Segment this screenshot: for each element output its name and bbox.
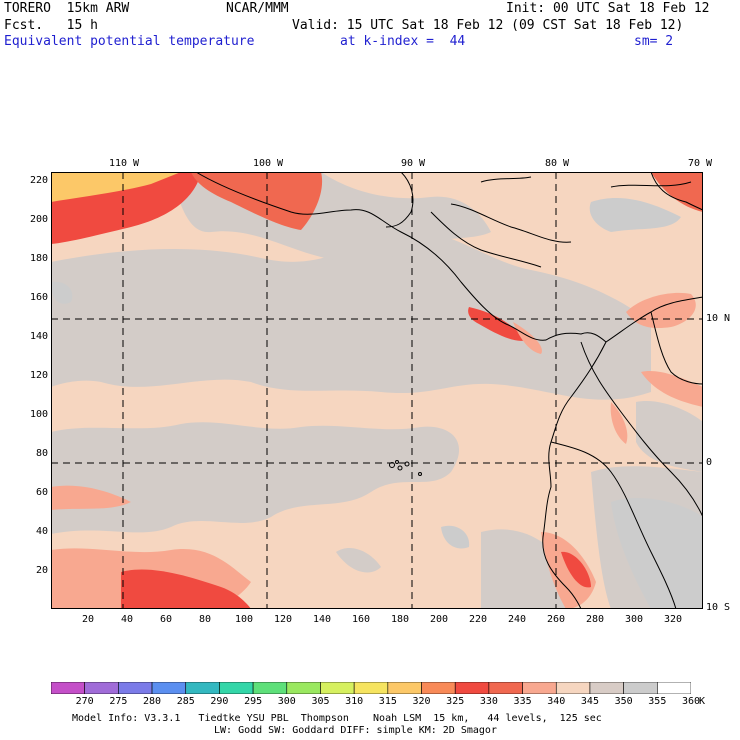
- lat-label-10n: 10 N: [706, 313, 731, 324]
- legend-label-320: 320: [412, 696, 431, 707]
- legend-swatch-14: [522, 682, 557, 694]
- legend-label-310: 310: [345, 696, 364, 707]
- legend-label-305: 305: [311, 696, 330, 707]
- x-tick-140: 140: [312, 614, 332, 625]
- legend-label-290: 290: [210, 696, 229, 707]
- legend-swatch-7: [286, 682, 321, 694]
- y-tick-220: 220: [29, 175, 48, 186]
- x-tick-80: 80: [198, 614, 212, 625]
- y-tick-180: 180: [29, 253, 48, 264]
- lon-label-100w: 100 W: [252, 158, 284, 169]
- model-info: Model Info: V3.3.1 Tiedtke YSU PBL Thomp…: [72, 713, 602, 724]
- model-title: TORERO 15km ARW: [4, 1, 130, 16]
- color-legend: [51, 682, 691, 694]
- x-tick-40: 40: [120, 614, 134, 625]
- smoothing-label: sm= 2: [634, 34, 674, 49]
- legend-label-350: 350: [614, 696, 633, 707]
- x-tick-240: 240: [507, 614, 527, 625]
- legend-label-325: 325: [446, 696, 465, 707]
- lon-label-90w: 90 W: [400, 158, 426, 169]
- x-tick-160: 160: [351, 614, 371, 625]
- legend-swatch-9: [353, 682, 389, 694]
- lon-label-110w: 110 W: [108, 158, 140, 169]
- legend-swatch-5: [219, 682, 254, 694]
- forecast-hour: Fcst. 15 h: [4, 18, 98, 33]
- theta-e-map: [51, 172, 703, 609]
- x-tick-320: 320: [663, 614, 683, 625]
- y-tick-20: 20: [35, 565, 48, 576]
- x-tick-60: 60: [159, 614, 173, 625]
- init-time: Init: 00 UTC Sat 18 Feb 12: [506, 1, 710, 16]
- lat-label-10s: 10 S: [706, 602, 731, 613]
- legend-label-270: 270: [75, 696, 94, 707]
- legend-swatch-8: [320, 682, 355, 694]
- x-tick-100: 100: [234, 614, 254, 625]
- lon-label-80w: 80 W: [544, 158, 570, 169]
- center-label: NCAR/MMM: [226, 1, 289, 16]
- legend-swatch-3: [151, 682, 187, 694]
- legend-label-285: 285: [176, 696, 195, 707]
- legend-swatch-17: [623, 682, 658, 694]
- x-tick-200: 200: [429, 614, 449, 625]
- physics-info: LW: Godd SW: Goddard DIFF: simple KM: 2D…: [214, 725, 497, 736]
- light-grey-patches: [51, 197, 703, 609]
- level-label: at k-index = 44: [340, 34, 466, 49]
- x-tick-180: 180: [390, 614, 410, 625]
- y-tick-200: 200: [29, 214, 48, 225]
- legend-unit: K: [698, 696, 706, 707]
- legend-swatch-11: [421, 682, 456, 694]
- legend-swatch-12: [454, 682, 490, 694]
- graticule: [51, 172, 703, 609]
- x-tick-120: 120: [273, 614, 293, 625]
- legend-label-315: 315: [378, 696, 397, 707]
- y-tick-40: 40: [35, 526, 48, 537]
- legend-swatch-0: [51, 682, 85, 694]
- legend-swatch-4: [185, 682, 220, 694]
- x-tick-280: 280: [585, 614, 605, 625]
- field-name: Equivalent potential temperature: [4, 34, 255, 49]
- legend-label-355: 355: [648, 696, 667, 707]
- legend-swatch-2: [118, 682, 153, 694]
- x-tick-220: 220: [468, 614, 488, 625]
- x-tick-300: 300: [624, 614, 644, 625]
- y-tick-60: 60: [35, 487, 48, 498]
- valid-time: Valid: 15 UTC Sat 18 Feb 12 (09 CST Sat …: [292, 18, 684, 33]
- legend-label-300: 300: [277, 696, 296, 707]
- coastlines: [195, 172, 703, 609]
- legend-swatch-10: [387, 682, 422, 694]
- x-tick-20: 20: [81, 614, 95, 625]
- legend-swatch-16: [589, 682, 624, 694]
- y-tick-100: 100: [29, 409, 48, 420]
- legend-swatch-6: [252, 682, 288, 694]
- legend-label-340: 340: [547, 696, 566, 707]
- legend-swatch-13: [488, 682, 523, 694]
- y-tick-160: 160: [29, 292, 48, 303]
- legend-label-280: 280: [143, 696, 162, 707]
- y-tick-80: 80: [35, 448, 48, 459]
- lat-label-0: 0: [706, 457, 713, 468]
- legend-label-295: 295: [244, 696, 263, 707]
- legend-label-360: 360: [681, 696, 701, 707]
- y-tick-120: 120: [29, 370, 48, 381]
- legend-label-275: 275: [109, 696, 128, 707]
- legend-swatch-1: [84, 682, 119, 694]
- legend-label-330: 330: [479, 696, 498, 707]
- galapagos-islands: [389, 460, 422, 476]
- legend-swatch-18: [657, 682, 691, 694]
- y-tick-140: 140: [29, 331, 48, 342]
- legend-swatch-15: [555, 682, 591, 694]
- legend-label-335: 335: [513, 696, 532, 707]
- legend-label-345: 345: [580, 696, 599, 707]
- lon-label-70w: 70 W: [687, 158, 713, 169]
- x-tick-260: 260: [546, 614, 566, 625]
